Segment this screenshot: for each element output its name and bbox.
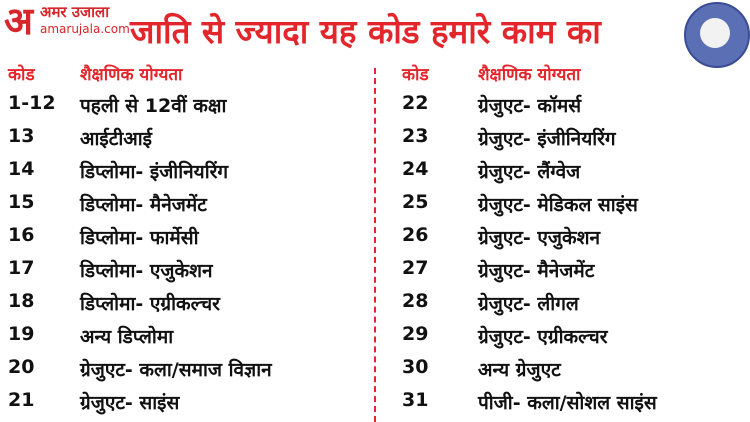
qualification: ग्रेजुएट- मेडिकल साइंस — [478, 194, 638, 216]
qualification: ग्रेजुएट- लैंग्वेज — [478, 161, 581, 183]
column-header: शैक्षणिक योग्यता — [80, 65, 183, 85]
code: 17 — [8, 257, 35, 279]
code: 23 — [402, 125, 429, 147]
emblem — [684, 2, 750, 68]
divider — [374, 68, 376, 422]
code: 24 — [402, 158, 429, 180]
code: 30 — [402, 356, 429, 378]
emblem-center — [700, 18, 730, 48]
code: 18 — [8, 290, 35, 312]
code: 21 — [8, 389, 35, 411]
code: 22 — [402, 92, 429, 114]
qualification: अन्य ग्रेजुएट — [478, 359, 561, 381]
code: 25 — [402, 191, 429, 213]
qualification: ग्रेजुएट- साइंस — [80, 392, 180, 414]
qualification: पहली से 12वीं कक्षा — [80, 95, 227, 117]
qualification: ग्रेजुएट- एजुकेशन — [478, 227, 601, 249]
code: 27 — [402, 257, 429, 279]
code: 16 — [8, 224, 35, 246]
qualification: ग्रेजुएट- लीगल — [478, 293, 579, 315]
column-header: कोड — [402, 65, 429, 85]
qualification: डिप्लोमा- एजुकेशन — [80, 260, 213, 282]
code: 19 — [8, 323, 35, 345]
qualification: अन्य डिप्लोमा — [80, 326, 174, 348]
qualification: डिप्लोमा- फार्मेसी — [80, 227, 199, 249]
qualification: डिप्लोमा- इंजीनियरिंग — [80, 161, 229, 183]
logo-name: अमर उजाला — [40, 3, 110, 21]
qualification: पीजी- कला/सोशल साइंस — [478, 392, 657, 414]
code: 28 — [402, 290, 429, 312]
code: 26 — [402, 224, 429, 246]
qualification: ग्रेजुएट- कॉमर्स — [478, 95, 582, 117]
qualification: ग्रेजुएट- मैनेजमेंट — [478, 260, 595, 282]
code: 20 — [8, 356, 35, 378]
column-header: शैक्षणिक योग्यता — [478, 65, 581, 85]
code: 13 — [8, 125, 35, 147]
qualification: ग्रेजुएट- कला/समाज विज्ञान — [80, 359, 272, 381]
column-header: कोड — [8, 65, 35, 85]
qualification: डिप्लोमा- एग्रीकल्चर — [80, 293, 220, 315]
code: 15 — [8, 191, 35, 213]
logo-mark: अ — [4, 0, 34, 43]
qualification: डिप्लोमा- मैनेजमेंट — [80, 194, 207, 216]
code: 14 — [8, 158, 35, 180]
qualification: ग्रेजुएट- एग्रीकल्चर — [478, 326, 608, 348]
qualification: आईटीआई — [80, 128, 152, 150]
qualification: ग्रेजुएट- इंजीनियरिंग — [478, 128, 616, 150]
logo-site: amarujala.com — [40, 22, 130, 36]
code: 29 — [402, 323, 429, 345]
code: 1-12 — [8, 92, 56, 114]
title: जाति से ज्यादा यह कोड हमारे काम का — [130, 12, 601, 51]
code: 31 — [402, 389, 429, 411]
